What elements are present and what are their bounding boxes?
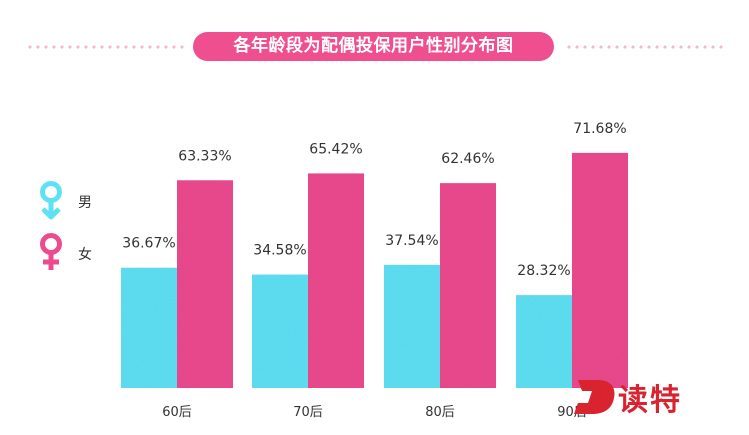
category-label-3: 80后	[425, 405, 455, 420]
value-label-female-2: 65.42%	[309, 141, 362, 157]
title-dots-left	[26, 44, 186, 50]
bar-female-2	[308, 173, 364, 388]
bar-female-3	[440, 183, 496, 388]
bar-male-3	[384, 264, 440, 388]
title-dots-right	[565, 44, 725, 50]
logo-d-icon	[574, 380, 615, 414]
value-label-female-1: 63.33%	[178, 148, 231, 164]
female-symbol-icon	[40, 233, 62, 270]
male-symbol-icon	[40, 181, 62, 220]
dute-logo: 读特	[574, 375, 724, 419]
value-label-male-2: 34.58%	[253, 243, 306, 259]
value-label-male-4: 28.32%	[517, 263, 570, 279]
value-label-female-4: 71.68%	[573, 121, 626, 137]
value-label-male-1: 36.67%	[122, 236, 175, 252]
bar-female-1	[177, 180, 233, 388]
value-label-female-3: 62.46%	[441, 151, 494, 167]
category-label-1: 60后	[162, 405, 192, 420]
legend-male: 男	[36, 180, 92, 226]
chart-title: 各年龄段为配偶投保用户性别分布图	[193, 32, 554, 61]
title-bar: 各年龄段为配偶投保用户性别分布图	[0, 30, 749, 64]
legend-female: 女	[36, 232, 92, 278]
legend-female-label: 女	[78, 247, 92, 263]
bar-male-4	[516, 295, 572, 388]
bar-female-4	[572, 152, 628, 388]
category-label-2: 70后	[293, 405, 323, 420]
logo-text: 读特	[618, 383, 682, 418]
bar-male-1	[121, 267, 177, 388]
bar-male-2	[252, 274, 308, 388]
value-label-male-3: 37.54%	[385, 233, 438, 249]
legend-male-label: 男	[78, 195, 92, 211]
